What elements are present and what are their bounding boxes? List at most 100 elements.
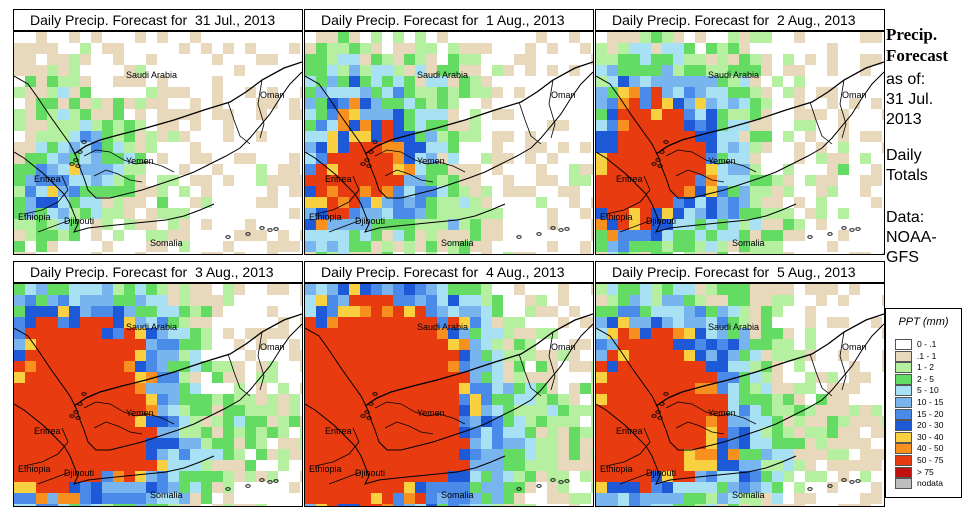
precip-cell: [25, 482, 36, 493]
precip-cell: [569, 438, 580, 449]
precip-cell: [717, 328, 728, 339]
boundary-line: [619, 471, 653, 485]
precip-cell: [80, 493, 91, 504]
precip-cell: [69, 164, 80, 175]
precip-cell: [404, 482, 415, 493]
precip-cell: [135, 405, 146, 416]
precip-cell: [360, 482, 371, 493]
precip-cell: [179, 241, 190, 252]
precip-cell: [382, 493, 393, 504]
precip-cell: [673, 43, 684, 54]
precip-cell: [750, 372, 761, 383]
precip-cell: [761, 504, 772, 506]
precip-cell: [750, 482, 761, 493]
precip-cell: [69, 383, 80, 394]
precip-cell: [300, 427, 302, 438]
precip-cell: [871, 32, 882, 43]
precip-cell: [146, 405, 157, 416]
precip-cell: [179, 43, 190, 54]
precip-cell: [805, 438, 816, 449]
precip-cell: [695, 109, 706, 120]
precip-cell: [305, 252, 316, 254]
precip-cell: [327, 230, 338, 241]
precip-cell: [58, 142, 69, 153]
precip-cell: [481, 427, 492, 438]
precip-cell: [426, 394, 437, 405]
map-label-yemen: Yemen: [417, 156, 445, 166]
precip-cell: [717, 120, 728, 131]
precip-cell: [761, 175, 772, 186]
precip-cell: [695, 350, 706, 361]
precip-cell: [124, 120, 135, 131]
precip-cell: [190, 504, 201, 506]
precip-cell: [135, 339, 146, 350]
island-outline: [807, 487, 813, 491]
precip-cell: [772, 361, 783, 372]
precip-cell: [673, 394, 684, 405]
precip-cell: [618, 449, 629, 460]
precip-cell: [536, 427, 547, 438]
precip-cell: [838, 460, 849, 471]
precip-cell: [591, 164, 593, 175]
precip-cell: [673, 175, 684, 186]
precip-cell: [437, 383, 448, 394]
precip-cell: [717, 482, 728, 493]
precip-cell: [316, 405, 327, 416]
precip-cell: [816, 284, 827, 295]
precip-cell: [135, 504, 146, 506]
precip-cell: [684, 76, 695, 87]
precip-cell: [91, 372, 102, 383]
precip-cell: [728, 164, 739, 175]
precip-cell: [706, 76, 717, 87]
precip-cell: [569, 504, 580, 506]
boundary-line: [93, 421, 143, 435]
precip-cell: [179, 416, 190, 427]
precip-cell: [267, 405, 278, 416]
precip-cell: [47, 76, 58, 87]
precip-cell: [717, 175, 728, 186]
precip-cell: [146, 460, 157, 471]
precip-cell: [25, 460, 36, 471]
precip-cell: [459, 306, 470, 317]
precip-cell: [47, 164, 58, 175]
precip-cell: [492, 131, 503, 142]
precip-cell: [651, 186, 662, 197]
precip-cell: [607, 142, 618, 153]
precip-cell: [728, 109, 739, 120]
precip-cell: [607, 482, 618, 493]
precip-cell: [525, 54, 536, 65]
precip-cell: [234, 405, 245, 416]
precip-cell: [706, 142, 717, 153]
precip-cell: [102, 197, 113, 208]
precip-cell: [212, 504, 223, 506]
precip-cell: [47, 175, 58, 186]
precip-cell: [168, 339, 179, 350]
precip-cell: [415, 383, 426, 394]
precip-cell: [514, 284, 525, 295]
totals-line: Totals: [886, 167, 928, 184]
precip-cell: [289, 438, 300, 449]
island-outline: [564, 479, 570, 483]
precip-cell: [360, 493, 371, 504]
precip-cell: [437, 317, 448, 328]
precip-cell: [58, 372, 69, 383]
precip-cell: [629, 65, 640, 76]
precip-cell: [102, 295, 113, 306]
precip-cell: [596, 284, 607, 295]
precip-cell: [223, 394, 234, 405]
precip-cell: [69, 372, 80, 383]
precip-cell: [382, 449, 393, 460]
precip-cell: [124, 219, 135, 230]
precip-cell: [201, 284, 212, 295]
precip-cell: [481, 197, 492, 208]
precip-cell: [316, 394, 327, 405]
precip-cell: [58, 109, 69, 120]
precip-cell: [684, 219, 695, 230]
precip-cell: [580, 383, 591, 394]
precip-cell: [124, 394, 135, 405]
precip-cell: [750, 109, 761, 120]
precip-cell: [673, 460, 684, 471]
precip-cell: [706, 306, 717, 317]
precip-cell: [234, 504, 245, 506]
precip-cell: [596, 175, 607, 186]
